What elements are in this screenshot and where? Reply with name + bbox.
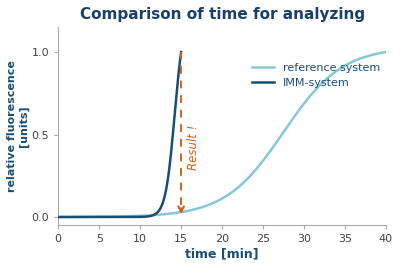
Title: Comparison of time for analyzing: Comparison of time for analyzing: [80, 7, 365, 22]
Legend: reference system, IMM-system: reference system, IMM-system: [252, 62, 380, 88]
Y-axis label: relative fluorescence
[units]: relative fluorescence [units]: [7, 60, 29, 192]
Text: Result !: Result !: [187, 125, 200, 170]
X-axis label: time [min]: time [min]: [185, 247, 259, 260]
